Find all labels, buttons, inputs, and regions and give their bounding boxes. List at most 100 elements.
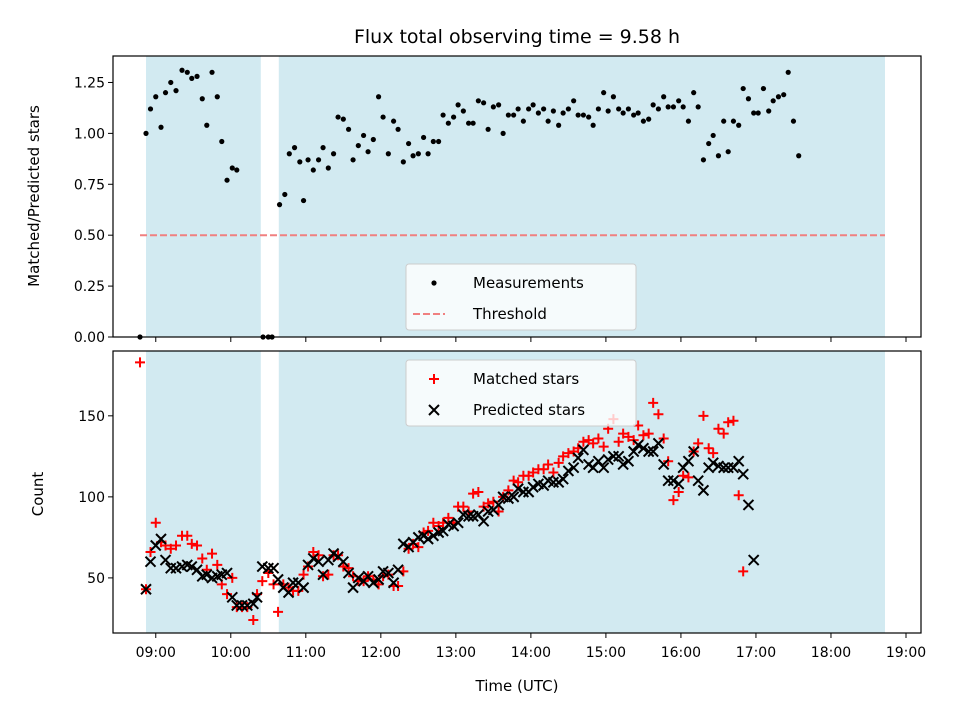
data-point-predicted	[462, 510, 475, 523]
data-point-matched	[468, 488, 479, 499]
x-tick-label: 13:00	[436, 645, 476, 661]
x-tick-label: 12:00	[361, 645, 401, 661]
data-point-predicted	[657, 458, 670, 471]
data-point-measurement	[586, 114, 592, 120]
data-point-matched	[723, 417, 734, 428]
data-point-predicted	[632, 439, 644, 451]
data-point-predicted	[317, 568, 329, 581]
data-point-measurement	[496, 102, 502, 108]
data-point-matched	[165, 543, 176, 554]
y-tick-label: 1.25	[74, 75, 105, 91]
data-point-measurement	[580, 112, 586, 118]
data-point-measurement	[575, 112, 581, 118]
data-point-measurement	[168, 79, 174, 86]
data-point-measurement	[214, 94, 220, 100]
data-point-predicted	[226, 591, 238, 604]
data-point-predicted	[427, 530, 440, 542]
data-point-measurement	[330, 151, 337, 157]
data-point-predicted	[667, 474, 680, 487]
data-point-measurement	[147, 106, 154, 112]
data-point-predicted	[165, 562, 177, 574]
legend-marker-predicted	[428, 404, 440, 416]
data-point-matched	[298, 569, 309, 580]
data-point-measurement	[199, 96, 205, 102]
data-point-matched	[443, 512, 454, 523]
data-point-predicted	[155, 533, 167, 545]
data-point-matched	[733, 490, 744, 501]
data-point-predicted	[607, 450, 620, 463]
data-point-predicted	[697, 484, 710, 497]
data-point-measurement	[490, 104, 496, 110]
x-tick-label: 17:00	[736, 645, 776, 661]
data-point-predicted	[612, 450, 625, 463]
data-point-measurement	[297, 159, 303, 165]
data-point-measurement	[770, 98, 776, 104]
data-point-measurement	[610, 94, 617, 100]
data-point-matched	[563, 448, 574, 459]
data-point-predicted	[477, 515, 490, 527]
data-point-matched	[257, 576, 268, 587]
data-point-predicted	[307, 552, 320, 565]
data-point-matched	[658, 433, 669, 444]
data-point-measurement	[224, 177, 230, 183]
data-point-matched	[303, 561, 314, 572]
data-point-measurement	[189, 75, 195, 81]
data-point-predicted	[562, 465, 575, 477]
data-point-predicted	[267, 562, 280, 574]
data-point-measurement	[229, 165, 235, 171]
data-point-measurement	[781, 92, 787, 98]
axes-frame	[112, 350, 922, 634]
data-point-predicted	[742, 499, 755, 511]
data-point-predicted	[622, 455, 635, 467]
data-point-measurement	[676, 98, 682, 104]
data-point-measurement	[219, 138, 225, 145]
data-point-measurement	[745, 96, 752, 102]
data-point-measurement	[545, 118, 551, 124]
data-point-measurement	[286, 151, 292, 157]
data-point-matched	[653, 409, 664, 420]
data-point-measurement	[785, 69, 791, 75]
data-point-predicted	[287, 577, 299, 589]
data-point-predicted	[647, 445, 659, 458]
data-point-predicted	[642, 445, 655, 458]
data-point-predicted	[272, 573, 284, 586]
data-point-measurement	[721, 118, 727, 124]
data-point-measurement	[209, 69, 215, 75]
data-point-measurement	[276, 202, 283, 208]
data-point-measurement	[315, 157, 322, 163]
data-point-measurement	[766, 108, 772, 114]
data-point-measurement	[526, 106, 532, 112]
y-tick-label: 50	[87, 571, 105, 587]
data-point-measurement	[184, 69, 190, 75]
data-point-matched	[613, 436, 624, 447]
data-point-measurement	[505, 112, 511, 118]
data-point-measurement	[143, 130, 149, 136]
data-point-measurement	[440, 112, 446, 118]
data-point-measurement	[620, 110, 626, 116]
data-point-measurement	[158, 124, 164, 130]
data-point-measurement	[571, 98, 577, 104]
data-point-predicted	[282, 586, 295, 599]
data-point-predicted	[372, 573, 385, 586]
panel-ratio: 0.00 0.25 0.50 0.75 1.00 1.25 Measurements Thre…	[74, 55, 922, 346]
data-point-measurement	[420, 134, 427, 141]
data-point-matched	[248, 615, 259, 626]
data-point-matched	[227, 572, 238, 583]
data-point-predicted	[352, 572, 365, 584]
y-tick-label: 1.00	[74, 126, 105, 142]
data-point-measurement	[300, 197, 307, 204]
data-point-matched	[197, 553, 208, 564]
data-point-measurement	[631, 112, 637, 118]
y-tick-label: 0.50	[74, 228, 105, 244]
x-tick-label: 19:00	[886, 645, 926, 661]
data-point-measurement	[511, 112, 517, 118]
data-point-matched	[428, 517, 439, 528]
data-point-predicted	[557, 473, 569, 485]
data-point-predicted	[737, 468, 749, 480]
data-point-measurement	[646, 116, 652, 122]
data-point-predicted	[717, 461, 730, 474]
data-point-matched	[698, 410, 709, 421]
data-point-measurement	[725, 149, 731, 155]
data-point-matched	[683, 472, 694, 483]
y-tick-label: 100	[78, 490, 105, 506]
